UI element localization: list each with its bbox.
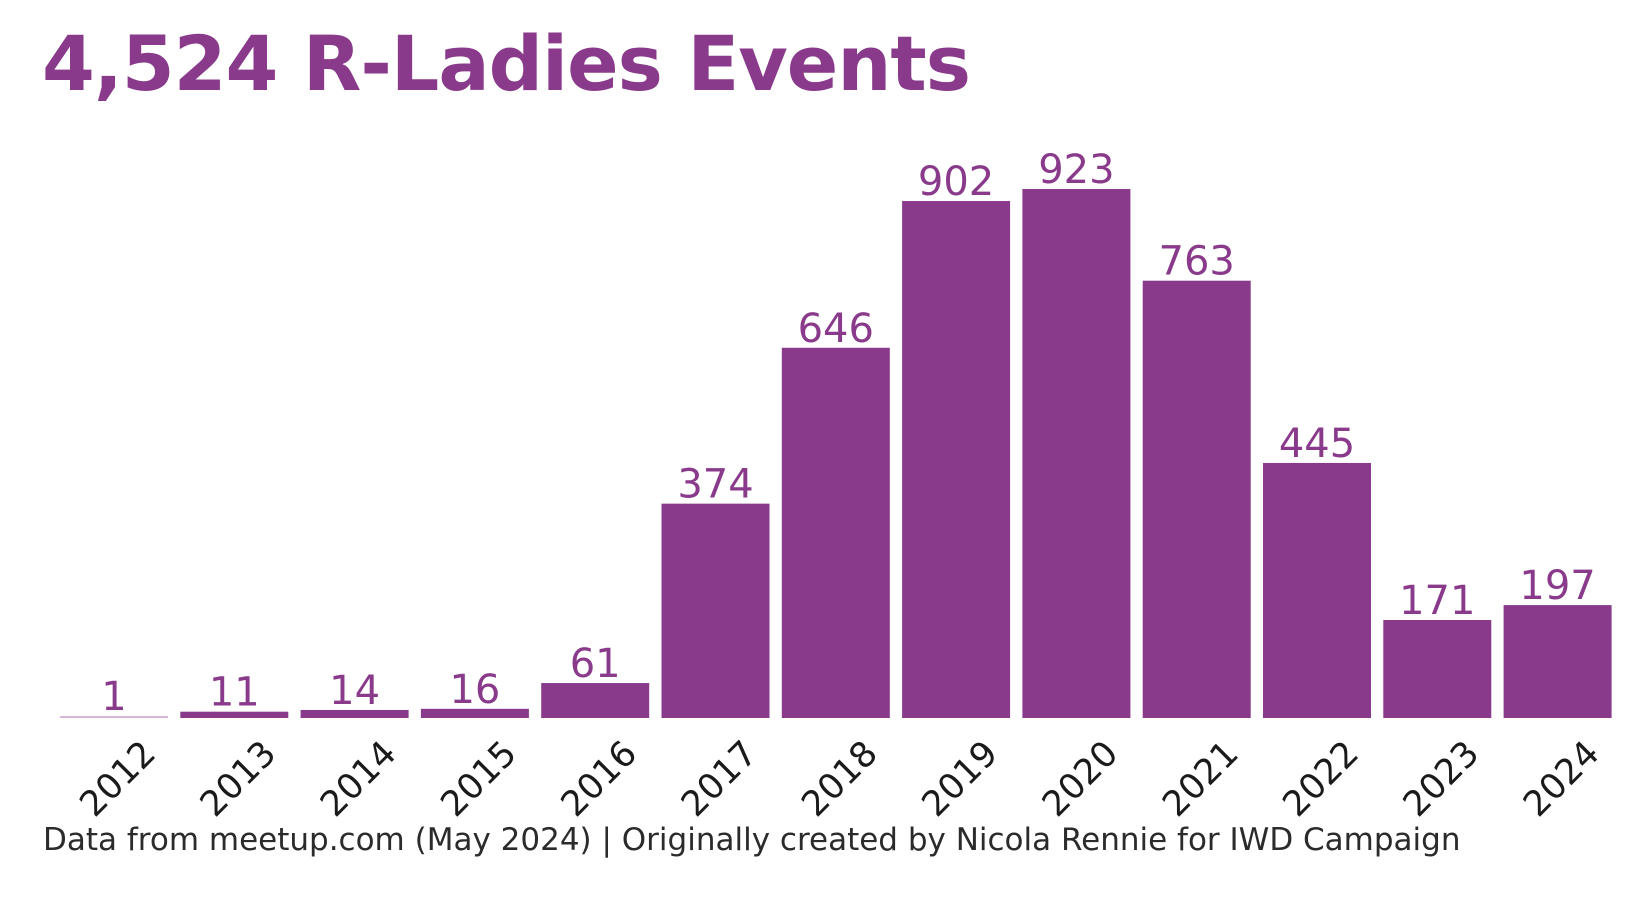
- data-label-2016: 61: [570, 641, 621, 687]
- x-tick-label-2022: 2022: [1276, 734, 1367, 825]
- x-tick-label-2014: 2014: [313, 734, 404, 825]
- bars-layer: [60, 189, 1612, 718]
- data-label-2012: 1: [101, 674, 126, 720]
- data-label-2020: 923: [1038, 147, 1114, 193]
- data-label-2017: 374: [677, 462, 753, 508]
- x-tick-label-2021: 2021: [1155, 734, 1246, 825]
- data-label-2022: 445: [1279, 421, 1355, 467]
- x-tick-label-2013: 2013: [193, 734, 284, 825]
- bar-2019: [902, 201, 1011, 718]
- bar-2021: [1142, 280, 1251, 718]
- bar-2013: [180, 711, 289, 718]
- data-label-2021: 763: [1159, 239, 1235, 285]
- x-tick-label-2018: 2018: [794, 734, 885, 825]
- data-label-2015: 16: [449, 667, 500, 713]
- data-label-2023: 171: [1399, 578, 1475, 624]
- bar-2014: [300, 709, 409, 718]
- chart-title: 4,524 R-Ladies Events: [42, 19, 971, 108]
- chart-caption: Data from meetup.com (May 2024) | Origin…: [43, 822, 1461, 858]
- x-tick-label-2017: 2017: [674, 734, 765, 825]
- bar-2023: [1383, 619, 1492, 718]
- x-tick-label-2012: 2012: [73, 734, 164, 825]
- bar-2022: [1263, 462, 1371, 718]
- x-tick-label-2019: 2019: [915, 734, 1006, 825]
- bar-2015: [420, 708, 529, 718]
- x-axis-tick-labels: 2012 2013 2014 2015 2016 2017 2018 2019 2020 2021…: [73, 734, 1608, 825]
- x-tick-label-2023: 2023: [1396, 734, 1487, 825]
- data-label-2018: 646: [798, 306, 874, 352]
- bar-2012: [60, 716, 168, 718]
- bar-2020: [1022, 189, 1131, 718]
- x-tick-label-2020: 2020: [1035, 734, 1126, 825]
- x-tick-label-2024: 2024: [1516, 734, 1607, 825]
- data-label-2013: 11: [209, 670, 260, 716]
- x-tick-label-2016: 2016: [554, 734, 645, 825]
- data-label-2024: 197: [1519, 563, 1595, 609]
- x-tick-label-2015: 2015: [434, 734, 525, 825]
- data-label-2019: 902: [918, 159, 994, 205]
- bar-2024: [1503, 605, 1612, 718]
- bar-2016: [541, 683, 650, 718]
- bar-2017: [661, 503, 770, 718]
- data-label-2014: 14: [329, 668, 380, 714]
- bar-2018: [781, 347, 890, 718]
